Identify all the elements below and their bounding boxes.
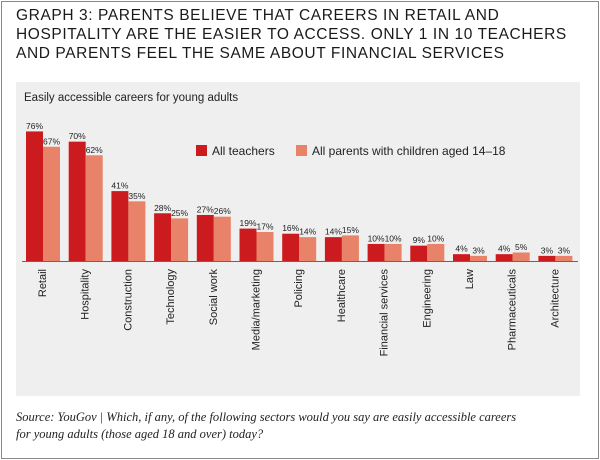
bar-all-teachers xyxy=(410,245,428,261)
legend-label-teachers: All teachers xyxy=(212,144,275,158)
category-label: Hospitality xyxy=(80,269,92,320)
legend-swatch-parents xyxy=(296,145,307,156)
data-label: 70% xyxy=(69,131,86,141)
bar-all-teachers xyxy=(538,255,556,261)
bar-all-teachers xyxy=(282,233,300,261)
category-label: Media/marketing xyxy=(251,269,263,350)
data-label: 14% xyxy=(325,227,342,237)
bar-all-teachers xyxy=(68,141,86,261)
category-label: Healthcare xyxy=(336,269,348,322)
data-label: 3% xyxy=(541,245,554,255)
data-label: 4% xyxy=(498,244,511,254)
graph-title: GRAPH 3: PARENTS BELIEVE THAT CAREERS IN… xyxy=(16,7,567,62)
bar-all-teachers xyxy=(239,228,257,261)
bar-all-teachers xyxy=(453,254,470,261)
data-label: 15% xyxy=(342,225,359,235)
data-label: 41% xyxy=(111,181,128,191)
bar-all-teachers xyxy=(111,191,129,261)
bar-all-parents-with-children-aged-14-18 xyxy=(85,155,103,261)
category-label: Law xyxy=(464,269,476,289)
category-label: Engineering xyxy=(421,269,433,328)
bar-all-teachers xyxy=(367,243,385,261)
data-label: 14% xyxy=(299,227,316,237)
data-label: 10% xyxy=(368,233,385,243)
category-label: Pharmaceuticals xyxy=(507,269,519,351)
data-label: 26% xyxy=(214,206,231,216)
data-label: 25% xyxy=(171,208,188,218)
bar-all-parents-with-children-aged-14-18 xyxy=(299,237,317,261)
bar-all-teachers xyxy=(26,131,43,261)
data-label: 16% xyxy=(282,223,299,233)
data-label: 62% xyxy=(86,145,103,155)
bar-all-teachers xyxy=(324,237,342,261)
bar-all-parents-with-children-aged-14-18 xyxy=(256,232,274,261)
bar-all-parents-with-children-aged-14-18 xyxy=(384,243,402,261)
data-label: 67% xyxy=(43,136,60,146)
bar-all-parents-with-children-aged-14-18 xyxy=(427,243,445,261)
chart-title: Easily accessible careers for young adul… xyxy=(24,92,239,104)
category-label: Financial services xyxy=(379,269,391,357)
bar-all-teachers xyxy=(154,213,172,261)
category-label: Retail xyxy=(37,269,49,297)
data-label: 19% xyxy=(239,218,256,228)
data-label: 10% xyxy=(427,233,444,243)
data-label: 9% xyxy=(413,235,426,245)
data-label: 3% xyxy=(472,245,485,255)
data-label: 5% xyxy=(515,242,528,252)
data-label: 76% xyxy=(26,121,43,131)
category-label: Technology xyxy=(165,269,177,325)
legend-label-parents: All parents with children aged 14–18 xyxy=(312,144,506,158)
source-line-2: for young adults (those aged 18 and over… xyxy=(16,427,264,441)
category-label: Architecture xyxy=(549,269,561,328)
bar-all-parents-with-children-aged-14-18 xyxy=(213,216,231,261)
data-label: 17% xyxy=(256,222,273,232)
category-label: Construction xyxy=(122,269,134,331)
data-label: 10% xyxy=(385,233,402,243)
data-label: 27% xyxy=(197,204,214,214)
source-note: Source: YouGov | Which, if any, of the f… xyxy=(16,409,586,443)
bar-all-parents-with-children-aged-14-18 xyxy=(171,218,189,261)
bar-all-teachers xyxy=(196,214,214,261)
legend-swatch-teachers xyxy=(196,145,207,156)
data-label: 3% xyxy=(558,245,571,255)
bar-all-parents-with-children-aged-14-18 xyxy=(555,255,573,261)
bar-all-parents-with-children-aged-14-18 xyxy=(43,146,60,261)
data-label: 4% xyxy=(455,244,468,254)
bar-all-parents-with-children-aged-14-18 xyxy=(341,235,359,261)
bar-all-parents-with-children-aged-14-18 xyxy=(128,201,146,261)
category-label: Social work xyxy=(208,269,220,326)
source-line-1: Source: YouGov | Which, if any, of the f… xyxy=(16,410,517,424)
data-label: 28% xyxy=(154,203,171,213)
bar-all-parents-with-children-aged-14-18 xyxy=(470,255,487,261)
bar-all-parents-with-children-aged-14-18 xyxy=(512,252,530,261)
data-label: 35% xyxy=(128,191,145,201)
category-label: Policing xyxy=(293,269,305,308)
bar-all-teachers xyxy=(495,254,513,261)
